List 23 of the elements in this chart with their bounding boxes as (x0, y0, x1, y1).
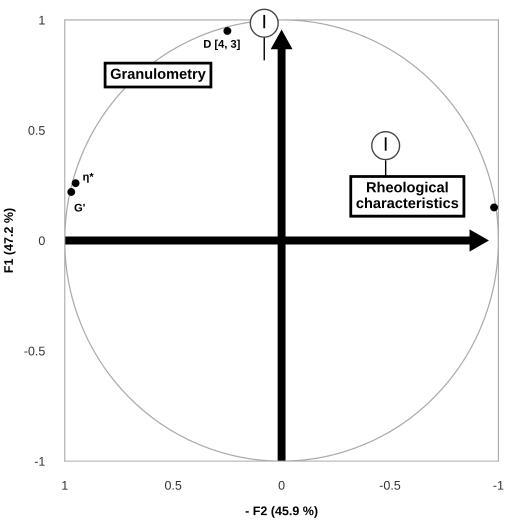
x-tick-label: -0.5 (380, 480, 400, 490)
point (67, 188, 76, 196)
annotation: η* (83, 172, 94, 183)
annotation: D [4, 3] (204, 40, 240, 50)
annotation: I (384, 137, 387, 151)
annotation: Granulometry (110, 68, 206, 82)
y-tick-label: 0 (38, 236, 45, 246)
y-tick-label: -0.5 (24, 346, 45, 356)
annotation: Rheological characteristics (356, 182, 458, 208)
y-axis-title: F1 (47.2 %) (4, 208, 16, 272)
annotation: G' (74, 204, 85, 212)
x-tick-label: -1 (493, 481, 504, 490)
point (72, 179, 80, 188)
y-tick-label: 0.5 (28, 126, 45, 135)
x-tick-label: 0 (278, 480, 285, 490)
y-tick-label: 1 (39, 16, 45, 24)
x-tick-label: 0.5 (164, 480, 182, 490)
x-tick-label: 1 (62, 481, 68, 490)
x-axis-title: - F2 (45.9 %) (246, 506, 318, 518)
annotation: I (263, 14, 266, 28)
point (223, 26, 232, 35)
y-tick-label: -1 (34, 457, 45, 466)
point (490, 203, 498, 212)
